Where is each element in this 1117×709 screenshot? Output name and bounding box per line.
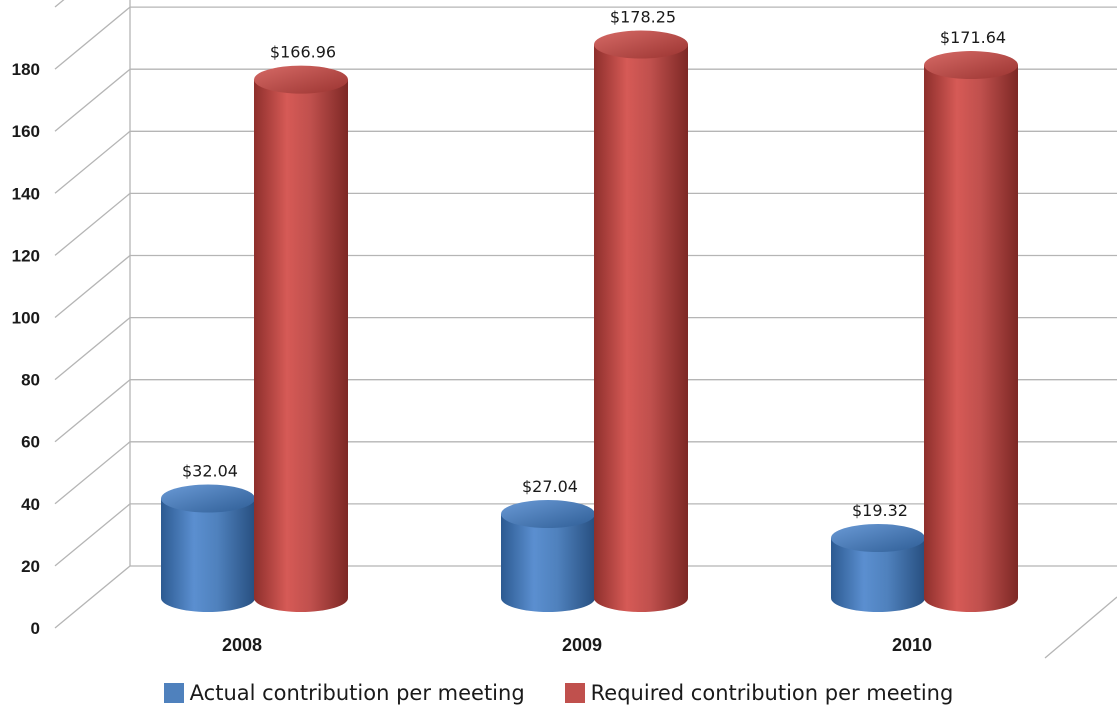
bar-body [254,79,348,612]
y-tick-label: 40 [21,495,40,514]
bar-top [924,51,1018,80]
bar-body [831,538,925,612]
y-tick-label: 60 [21,433,40,452]
bar-actual-2009 [501,500,595,612]
y-tick-label: 100 [12,309,40,328]
side-gridline [54,503,131,567]
y-tick-label: 180 [12,60,40,79]
y-tick-label: 0 [31,619,40,638]
bars [161,30,1018,612]
bar-top [831,524,925,553]
y-tick-label: 160 [12,122,40,141]
bar-body [594,44,688,612]
data-label: $19.32 [852,501,908,520]
data-label: $171.64 [940,28,1006,47]
side-gridline [54,565,131,629]
legend-item-required: Required contribution per meeting [564,678,954,708]
side-gridline [54,441,131,505]
x-tick-label: 2010 [892,635,932,655]
data-label: $27.04 [522,477,578,496]
side-gridline [54,68,131,132]
y-tick-label: 120 [12,246,40,265]
data-label: $166.96 [270,43,336,62]
x-axis: 2008 2009 2010 [222,635,932,655]
bar-top [161,484,255,513]
legend-swatch-actual [163,683,184,703]
bar-top [594,30,688,59]
legend-label-required: Required contribution per meeting [590,681,954,705]
bar-body [924,65,1018,612]
x-tick-label: 2009 [562,635,602,655]
bar-body [501,514,595,612]
floor-edge [1044,596,1117,659]
side-gridline [54,0,65,8]
y-tick-label: 80 [21,371,40,390]
legend-label-actual: Actual contribution per meeting [189,681,525,705]
bar-body [161,498,255,612]
bar-required-2008 [254,65,348,612]
side-gridline [54,130,131,194]
bar-actual-2008 [161,484,255,612]
data-label: $32.04 [182,462,238,481]
data-label: $178.25 [610,8,676,27]
legend-item-actual: Actual contribution per meeting [163,678,525,708]
y-tick-label: 140 [12,184,40,203]
legend-swatch-required [564,683,585,703]
bar-top [254,65,348,94]
side-gridline [54,379,131,443]
side-gridline [54,254,131,319]
side-gridline [54,317,131,381]
x-tick-label: 2008 [222,635,262,655]
data-labels: $32.04 $166.96 $27.04 $178.25 $19.32 $171.64 [182,8,1006,520]
bar-required-2009 [594,30,688,612]
bar-top [501,500,595,529]
side-gridline [54,192,131,256]
y-tick-label: 20 [21,557,40,576]
bar-actual-2010 [831,524,925,612]
y-axis: 0 20 40 60 80 100 120 140 160 180 [12,60,40,638]
bar-required-2010 [924,51,1018,612]
legend: Actual contribution per meeting Required… [0,678,1117,708]
side-gridline [54,6,131,70]
